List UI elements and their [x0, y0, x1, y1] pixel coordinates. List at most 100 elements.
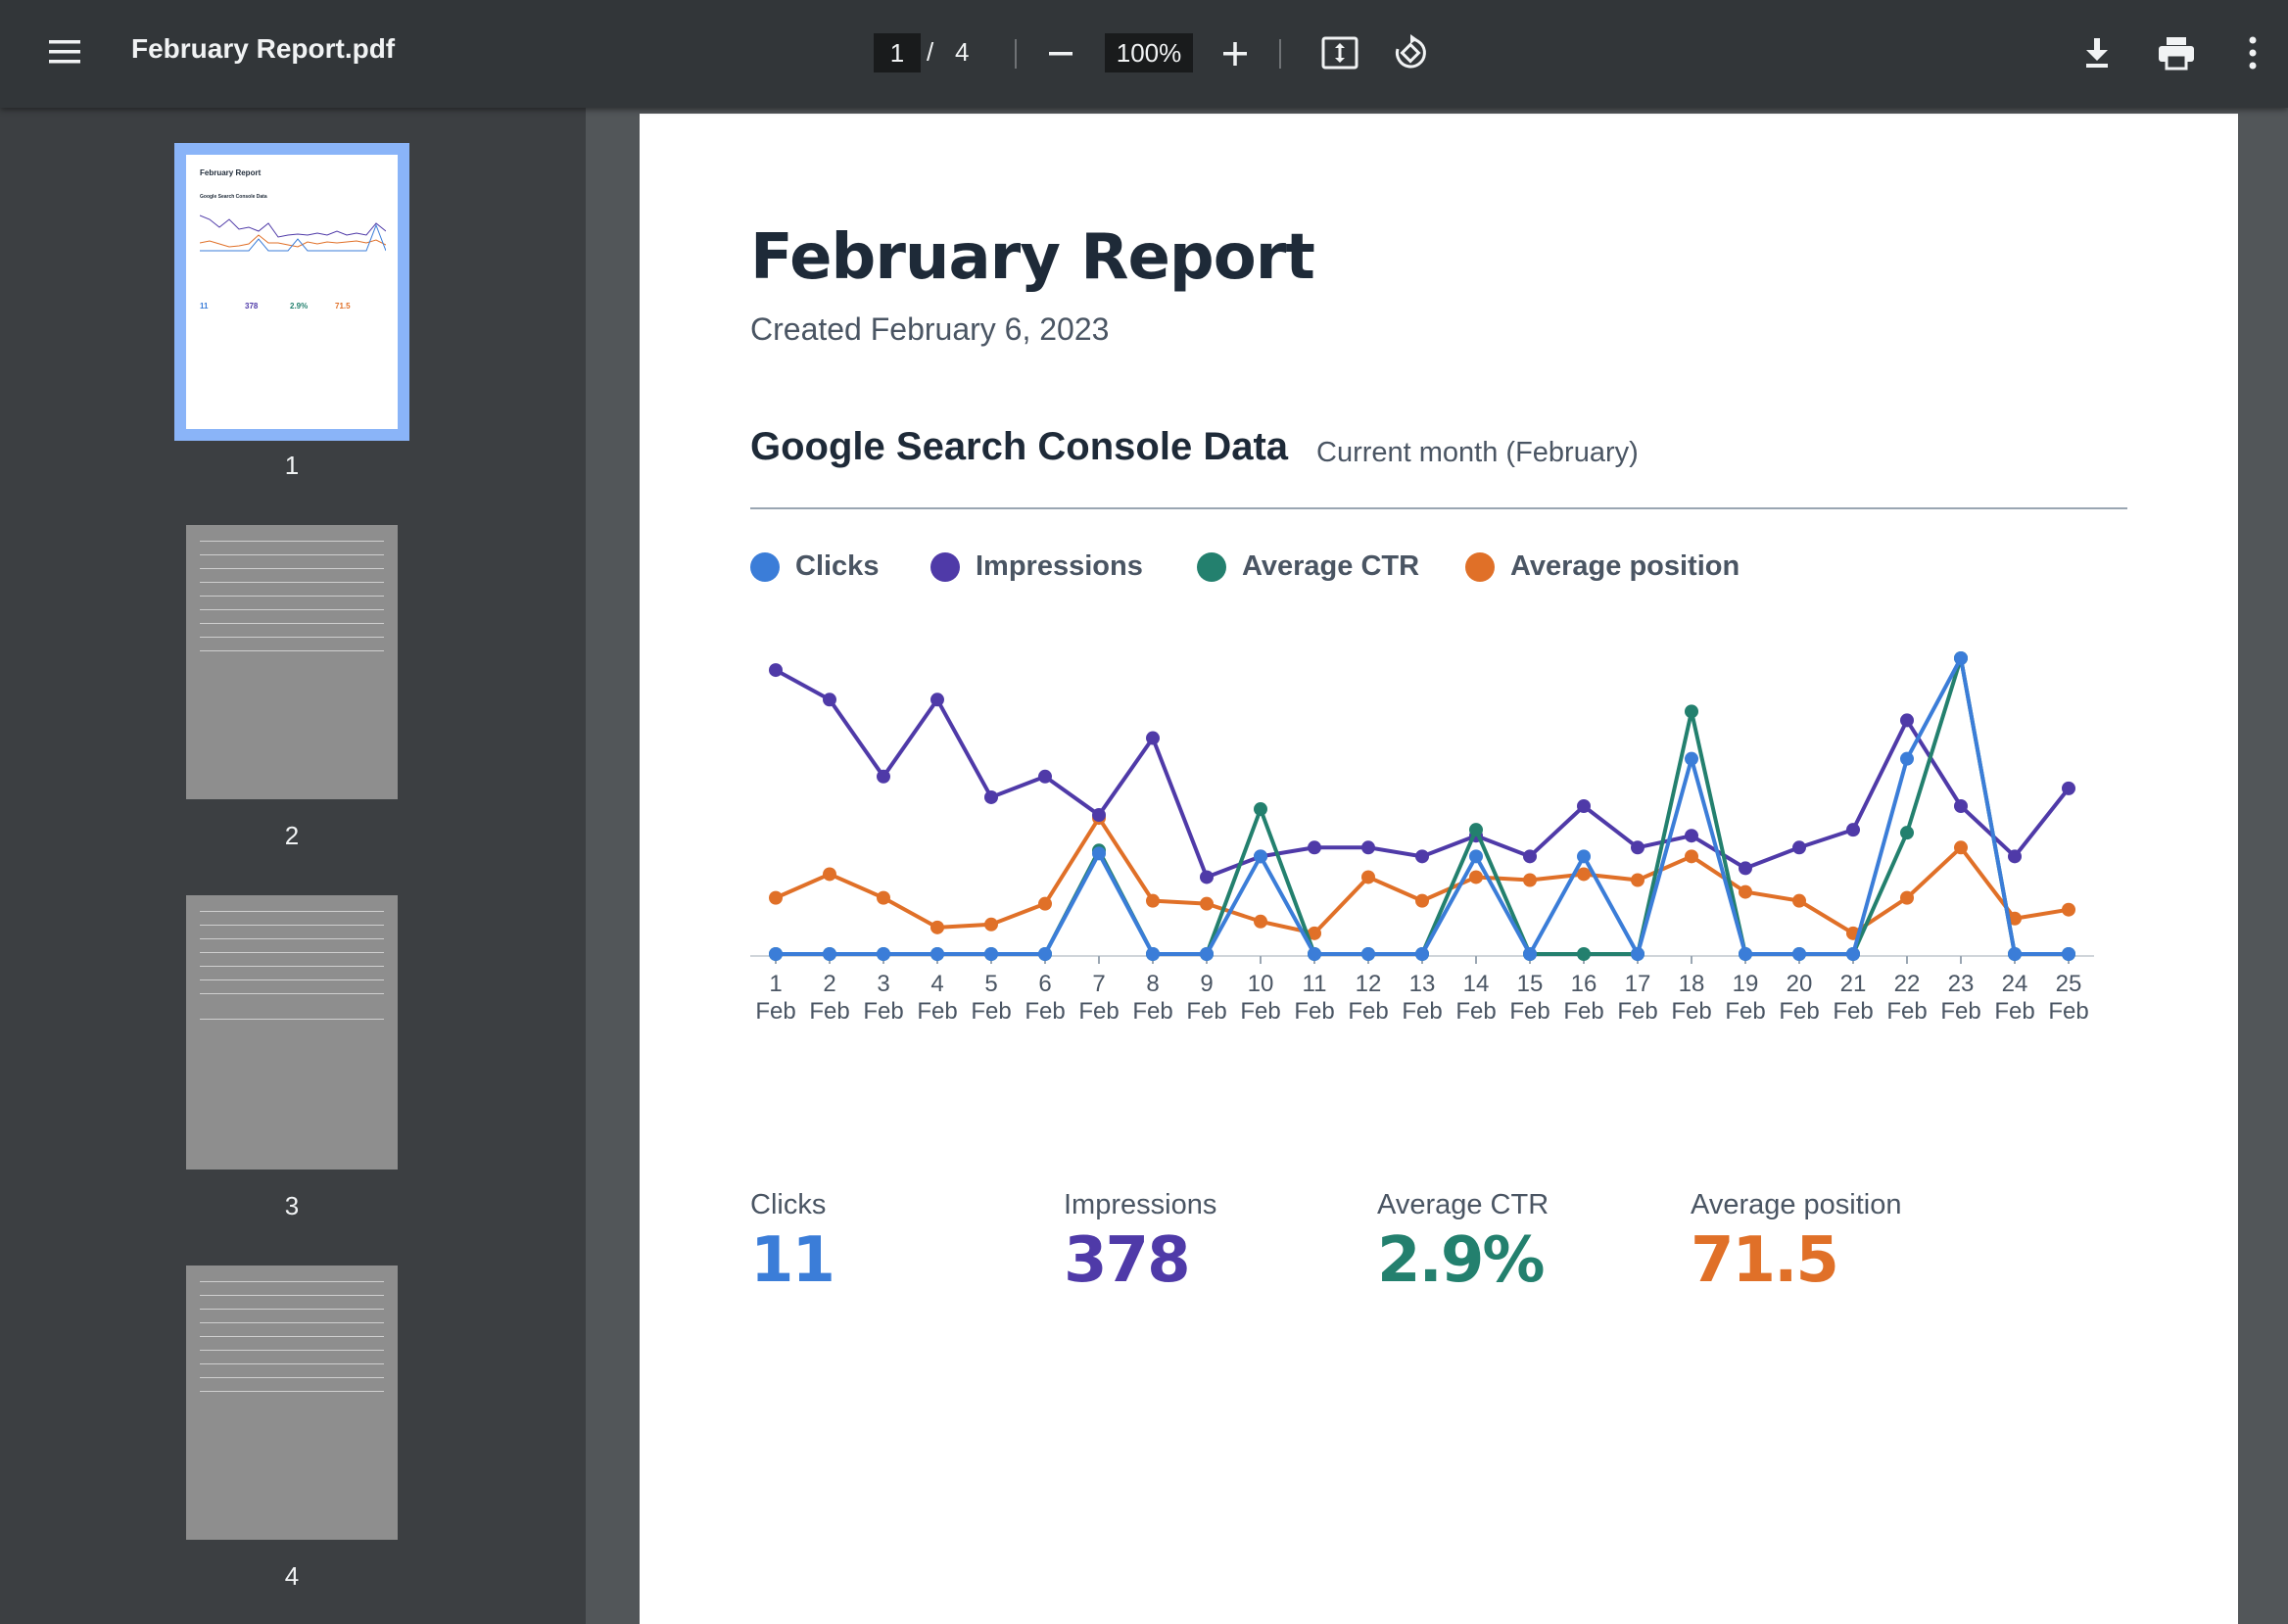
data-point-clicks	[930, 947, 944, 961]
thumbnail-1-stat: 378	[245, 302, 259, 310]
thumbnail-3-table	[200, 911, 384, 912]
thumbnail-3-table	[200, 1019, 384, 1020]
thumbnail-3-table	[200, 979, 384, 980]
x-tick-label: 2 Feb	[809, 971, 849, 1025]
x-tick-label: 20 Feb	[1779, 971, 1819, 1025]
legend-label: Average CTR	[1242, 550, 1420, 582]
thumbnail-2-table	[200, 582, 384, 583]
data-point-ctr	[1254, 802, 1267, 817]
menu-icon[interactable]	[47, 37, 82, 67]
data-point-clicks	[1685, 751, 1698, 766]
pdf-page	[640, 114, 2238, 1624]
data-point-clicks	[1739, 947, 1752, 961]
x-tick-label: 19 Feb	[1725, 971, 1765, 1025]
thumbnail-4-table	[200, 1281, 384, 1282]
data-point-position	[984, 917, 998, 931]
thumbnail-1-number: 1	[284, 451, 300, 480]
data-point-clicks	[1631, 947, 1644, 961]
data-point-impressions	[1900, 713, 1914, 728]
data-point-impressions	[1739, 861, 1752, 876]
legend-average-ctr[interactable]: Average CTR	[1197, 550, 1419, 583]
data-point-clicks	[1577, 849, 1591, 864]
x-tick-label: 3 Feb	[863, 971, 903, 1025]
thumbnail-2-table	[200, 609, 384, 610]
fit-page-icon[interactable]	[1320, 35, 1359, 71]
data-point-impressions	[984, 789, 998, 804]
data-point-position	[1361, 870, 1375, 884]
thumbnail-2-table	[200, 596, 384, 597]
data-point-clicks	[1900, 751, 1914, 766]
data-point-clicks	[984, 947, 998, 961]
thumbnail-2[interactable]	[186, 525, 398, 799]
data-point-position	[1415, 893, 1429, 908]
thumbnail-4-table	[200, 1322, 384, 1323]
data-point-clicks	[1254, 849, 1267, 864]
x-tick-label: 6 Feb	[1025, 971, 1065, 1025]
x-tick-label: 24 Feb	[1994, 971, 2034, 1025]
data-point-clicks	[1523, 947, 1537, 961]
toolbar-divider	[1279, 39, 1281, 69]
legend-average-position[interactable]: Average position	[1465, 550, 1740, 583]
legend-impressions[interactable]: Impressions	[930, 550, 1143, 583]
data-point-impressions	[1577, 799, 1591, 813]
x-tick-label: 10 Feb	[1240, 971, 1280, 1025]
data-point-clicks	[1092, 846, 1106, 861]
toolbar: February Report.pdf 1 / 4 100%	[0, 0, 2288, 108]
series-line-ctr	[776, 656, 2069, 956]
thumbnail-4-table	[200, 1377, 384, 1378]
thumbnail-1-stat: 2.9%	[290, 302, 309, 310]
legend-dot-ctr	[1197, 551, 1226, 582]
page-number-input[interactable]: 1	[874, 33, 921, 72]
data-point-position	[930, 920, 944, 934]
report-title: February Report	[750, 221, 1315, 294]
data-point-impressions	[1792, 840, 1806, 855]
x-tick-label: 18 Feb	[1671, 971, 1711, 1025]
file-name: February Report.pdf	[131, 33, 396, 64]
rotate-icon[interactable]	[1391, 33, 1430, 72]
data-point-clicks	[1308, 947, 1321, 961]
legend-clicks[interactable]: Clicks	[750, 550, 879, 583]
stat-label-clicks: Clicks	[750, 1189, 827, 1220]
data-point-impressions	[877, 769, 890, 784]
minus-icon[interactable]	[1046, 39, 1075, 69]
data-point-clicks	[2062, 947, 2075, 961]
data-point-clicks	[1954, 651, 1968, 665]
data-point-impressions	[930, 693, 944, 707]
legend-dot-impressions	[930, 551, 960, 582]
data-point-ctr	[1900, 826, 1914, 840]
download-icon[interactable]	[2082, 35, 2112, 71]
thumbnail-3[interactable]	[186, 895, 398, 1170]
data-point-impressions	[1092, 808, 1106, 823]
zoom-input[interactable]: 100%	[1105, 33, 1193, 72]
plus-icon[interactable]	[1220, 39, 1250, 69]
thumbnail-1-stat: 71.5	[335, 302, 351, 310]
thumbnail-4-table	[200, 1350, 384, 1351]
x-tick-label: 25 Feb	[2048, 971, 2088, 1025]
data-point-clicks	[823, 947, 836, 961]
thumbnail-4-table	[200, 1309, 384, 1310]
data-point-clicks	[1361, 947, 1375, 961]
data-point-clicks	[1146, 947, 1160, 961]
thumbnail-4-table	[200, 1363, 384, 1364]
thumbnail-1[interactable]: February Report Google Search Console Da…	[186, 155, 398, 429]
more-vert-icon[interactable]	[2247, 35, 2259, 71]
data-point-position	[769, 890, 783, 905]
thumbnail-2-number: 2	[284, 821, 300, 850]
thumbnail-4-table	[200, 1391, 384, 1392]
data-point-clicks	[1038, 947, 1052, 961]
print-icon[interactable]	[2157, 35, 2196, 71]
thumbnail-2-table	[200, 541, 384, 542]
data-point-position	[1038, 896, 1052, 911]
thumbnail-4[interactable]	[186, 1266, 398, 1540]
x-tick-label: 13 Feb	[1402, 971, 1442, 1025]
section-title: Google Search Console Data	[750, 425, 1289, 468]
data-point-clicks	[1846, 947, 1860, 961]
data-point-position	[1469, 870, 1483, 884]
x-tick-label: 5 Feb	[971, 971, 1011, 1025]
data-point-clicks	[1792, 947, 1806, 961]
x-tick-label: 17 Feb	[1617, 971, 1657, 1025]
data-point-clicks	[1200, 947, 1214, 961]
data-point-impressions	[2062, 781, 2075, 795]
x-tick-label: 12 Feb	[1348, 971, 1388, 1025]
data-point-impressions	[823, 693, 836, 707]
